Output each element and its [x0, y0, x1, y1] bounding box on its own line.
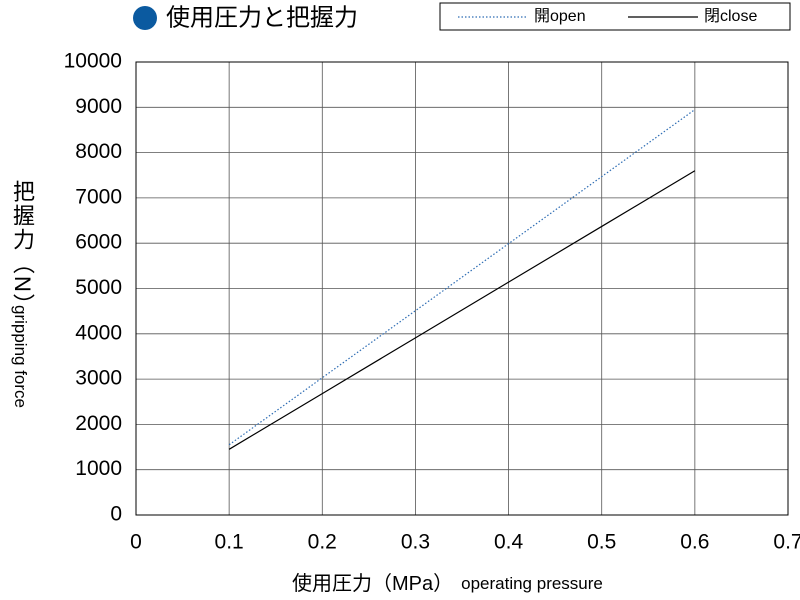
y-tick-label: 5000 — [75, 276, 122, 299]
y-tick-label: 1000 — [75, 457, 122, 480]
y-axis-label: 把握力（N） — [10, 180, 35, 318]
y-tick-label: 6000 — [75, 231, 122, 254]
data-line — [228, 170, 696, 450]
legend-label: 閉close — [704, 8, 757, 25]
x-tick-label: 0.7 — [773, 531, 800, 554]
plot-border — [135, 61, 789, 516]
x-axis-label: 使用圧力（MPa） operating pressure — [292, 572, 603, 595]
legend-label: 開open — [534, 8, 586, 25]
x-tick-label: 0.2 — [308, 531, 337, 554]
x-tick-label: 0.6 — [680, 531, 709, 554]
y-tick-label: 3000 — [75, 367, 122, 390]
y-tick-label: 4000 — [75, 321, 122, 344]
x-tick-label: 0.1 — [215, 531, 244, 554]
data-line — [228, 109, 696, 446]
title-marker — [133, 6, 157, 30]
y-tick-label: 7000 — [75, 185, 122, 208]
x-axis-label-en: operating pressure — [461, 574, 603, 593]
x-tick-label: 0.4 — [494, 531, 524, 554]
x-tick-label: 0.5 — [587, 531, 616, 554]
y-axis-label-en: gripping force — [11, 305, 30, 409]
x-tick-label: 0.3 — [401, 531, 430, 554]
x-tick-label: 0 — [130, 531, 142, 554]
y-tick-label: 0 — [110, 503, 122, 526]
legend-box — [439, 2, 791, 31]
y-tick-label: 2000 — [75, 412, 122, 435]
y-tick-label: 10000 — [64, 50, 122, 73]
chart-title: 使用圧力と把握力 — [166, 4, 358, 31]
y-tick-label: 8000 — [75, 140, 122, 163]
y-tick-label: 9000 — [75, 95, 122, 118]
x-axis-label-ja: 使用圧力（MPa） — [292, 572, 453, 595]
